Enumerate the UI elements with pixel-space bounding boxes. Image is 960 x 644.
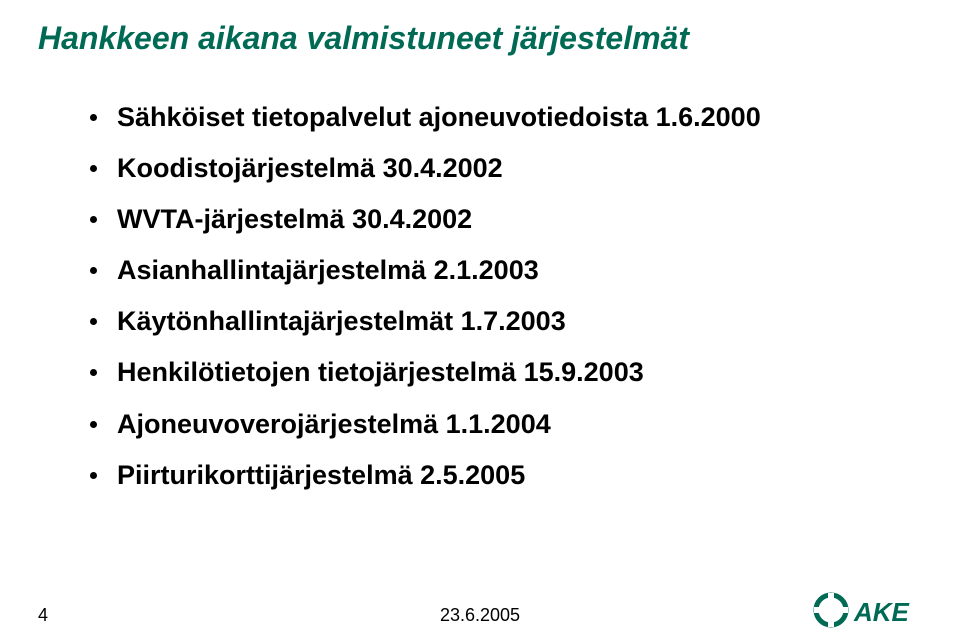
list-item: WVTA-järjestelmä 30.4.2002 <box>90 202 900 237</box>
bullet-icon <box>90 165 97 172</box>
bullet-text: Käytönhallintajärjestelmät 1.7.2003 <box>117 304 566 339</box>
bullet-text: Asianhallintajärjestelmä 2.1.2003 <box>117 253 539 288</box>
bullet-icon <box>90 472 97 479</box>
bullet-text: Ajoneuvoverojärjestelmä 1.1.2004 <box>117 407 551 442</box>
slide: Hankkeen aikana valmistuneet järjestelmä… <box>0 0 960 644</box>
bullet-icon <box>90 114 97 121</box>
footer: 4 23.6.2005 AKE <box>0 594 960 644</box>
list-item: Henkilötietojen tietojärjestelmä 15.9.20… <box>90 355 900 390</box>
list-item: Piirturikorttijärjestelmä 2.5.2005 <box>90 458 900 493</box>
bullet-text: WVTA-järjestelmä 30.4.2002 <box>117 202 472 237</box>
bullet-text: Koodistojärjestelmä 30.4.2002 <box>117 151 503 186</box>
list-item: Asianhallintajärjestelmä 2.1.2003 <box>90 253 900 288</box>
bullet-text: Piirturikorttijärjestelmä 2.5.2005 <box>117 458 525 493</box>
list-item: Sähköiset tietopalvelut ajoneuvotiedoist… <box>90 100 900 135</box>
bullet-icon <box>90 216 97 223</box>
bullet-list: Sähköiset tietopalvelut ajoneuvotiedoist… <box>90 100 900 509</box>
ake-logo: AKE <box>812 591 922 634</box>
footer-date: 23.6.2005 <box>440 605 520 626</box>
bullet-icon <box>90 369 97 376</box>
list-item: Koodistojärjestelmä 30.4.2002 <box>90 151 900 186</box>
logo-ring-icon <box>814 593 848 627</box>
slide-title: Hankkeen aikana valmistuneet järjestelmä… <box>38 20 689 57</box>
list-item: Käytönhallintajärjestelmät 1.7.2003 <box>90 304 900 339</box>
bullet-icon <box>90 267 97 274</box>
logo-text: AKE <box>853 597 910 627</box>
list-item: Ajoneuvoverojärjestelmä 1.1.2004 <box>90 407 900 442</box>
bullet-text: Sähköiset tietopalvelut ajoneuvotiedoist… <box>117 100 761 135</box>
bullet-icon <box>90 421 97 428</box>
page-number: 4 <box>38 605 48 626</box>
bullet-icon <box>90 318 97 325</box>
bullet-text: Henkilötietojen tietojärjestelmä 15.9.20… <box>117 355 644 390</box>
